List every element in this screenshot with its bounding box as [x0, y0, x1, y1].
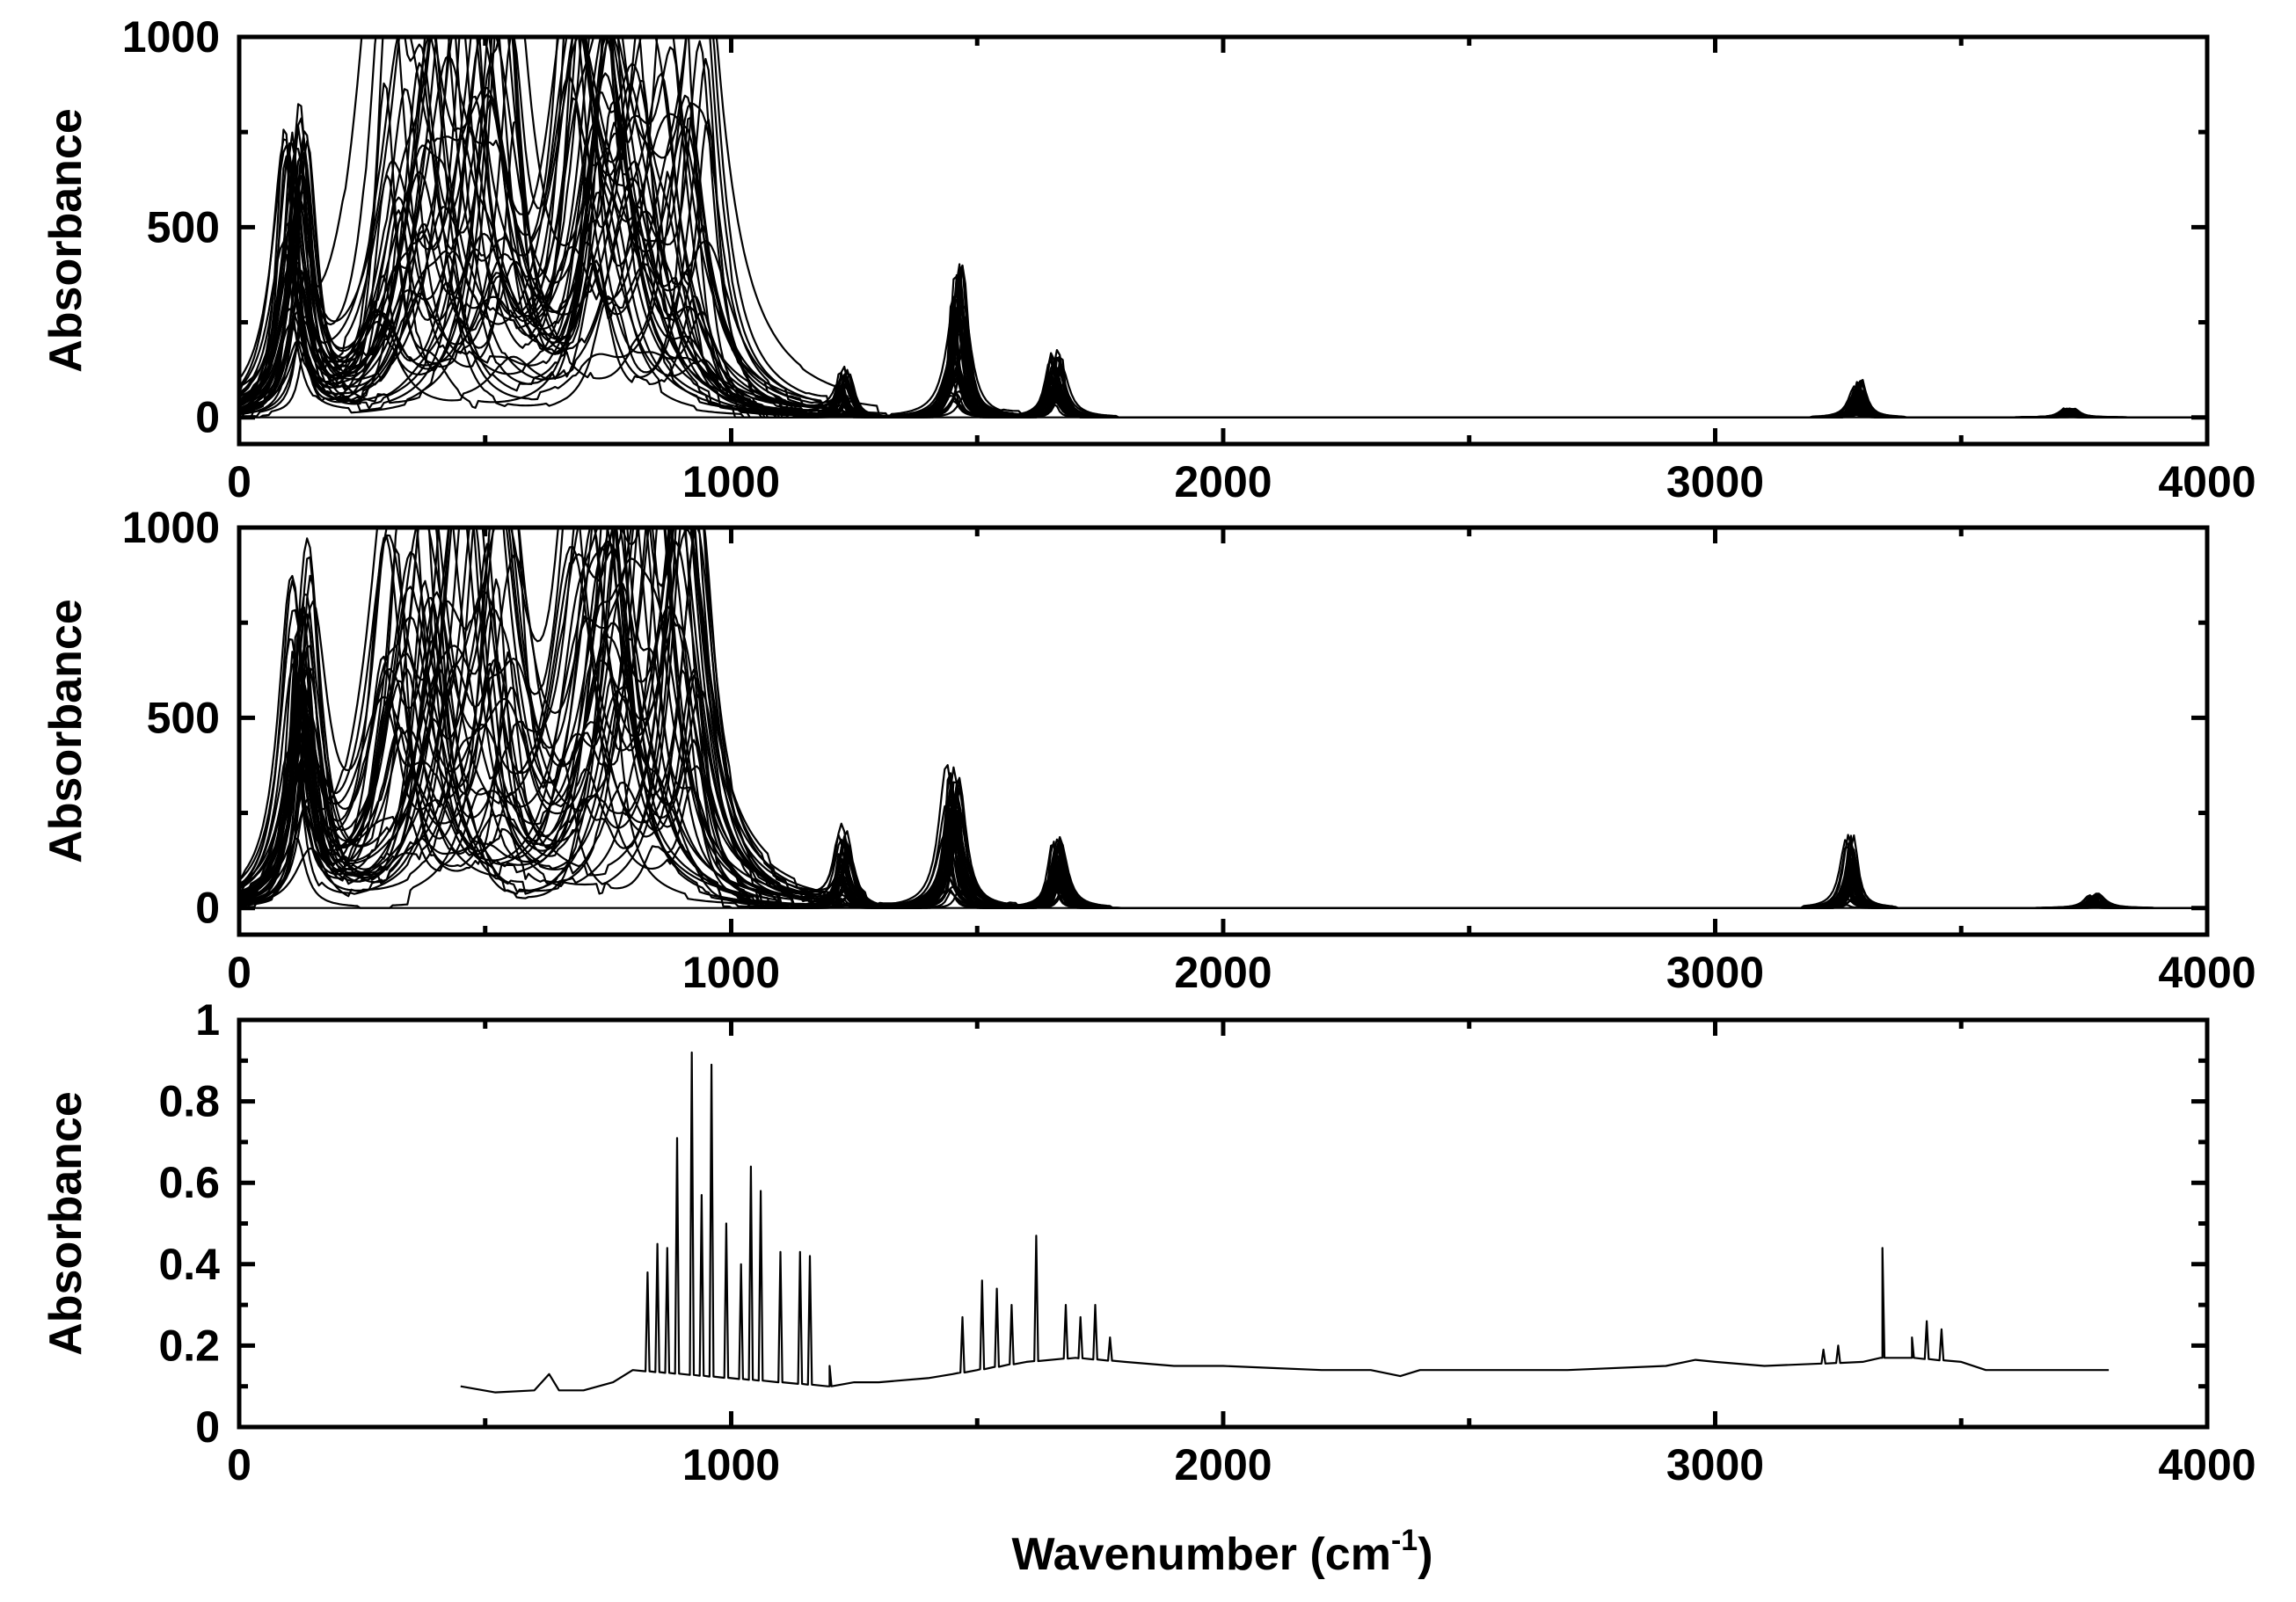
spectrum-series — [239, 37, 2205, 419]
y-axis-label: Absorbance — [40, 108, 91, 373]
y-tick-label: 0.4 — [158, 1240, 220, 1289]
spectrum-series — [239, 37, 2205, 419]
x-tick-label: 4000 — [2158, 948, 2256, 997]
x-tick-label: 4000 — [2158, 457, 2256, 506]
y-tick-label: 500 — [147, 693, 220, 742]
spectrum-series — [239, 37, 2205, 419]
x-tick-label: 1000 — [682, 457, 780, 506]
y-tick-label: 1000 — [122, 12, 220, 62]
y-axis-label: Absorbance — [40, 599, 91, 863]
spectrum-series — [239, 37, 2205, 419]
spectrum-series — [239, 37, 2205, 419]
x-tick-label: 2000 — [1174, 457, 1272, 506]
spectrum-series — [239, 37, 2205, 419]
x-tick-label: 2000 — [1174, 1440, 1272, 1489]
y-tick-label: 1000 — [122, 503, 220, 552]
spectrum-series — [239, 37, 2205, 419]
y-axis-label: Absorbance — [40, 1091, 91, 1356]
y-tick-label: 0.2 — [158, 1321, 220, 1370]
x-tick-label: 0 — [227, 1440, 251, 1489]
spectrum-series — [239, 37, 2205, 419]
y-tick-label: 0.6 — [158, 1158, 220, 1207]
spectrum-series — [239, 37, 2205, 419]
y-tick-label: 0 — [195, 884, 220, 933]
spectrum-series — [239, 37, 2205, 419]
y-tick-label: 500 — [147, 202, 220, 251]
spectrum-series — [239, 37, 2205, 419]
x-axis-label: Wavenumber (cm-1) — [1011, 1524, 1432, 1580]
x-tick-label: 0 — [227, 948, 251, 997]
x-tick-label: 4000 — [2158, 1440, 2256, 1489]
spectrum-series — [239, 37, 2205, 419]
series-group — [239, 37, 2207, 419]
spectrum-series — [239, 37, 2205, 419]
spectrum-series — [239, 37, 2205, 419]
spectrum-series — [239, 37, 2205, 419]
spectrum-series — [239, 37, 2205, 419]
spectrum-line — [460, 1051, 2110, 1394]
spectrum-series — [239, 37, 2205, 419]
x-tick-label: 3000 — [1666, 948, 1764, 997]
spectrum-series — [239, 37, 2205, 419]
x-tick-label: 3000 — [1666, 457, 1764, 506]
y-tick-label: 0 — [195, 1402, 220, 1452]
x-tick-label: 0 — [227, 457, 251, 506]
y-tick-label: 0 — [195, 393, 220, 442]
series-group — [239, 528, 2207, 909]
middle-panel: 0 1000 2000 3000 4000 0 500 1000 Absorbance — [40, 503, 2256, 997]
spectrum-series — [239, 37, 2205, 419]
top-panel: 0 1000 2000 3000 4000 0 500 1000 Absorbance — [40, 12, 2256, 506]
bottom-panel: 0 1000 2000 3000 4000 0 0.2 0.4 0.6 0.8 1 Absorbanc… — [40, 995, 2256, 1489]
spectrum-series — [239, 37, 2205, 419]
x-tick-label: 2000 — [1174, 948, 1272, 997]
spectrum-series — [239, 37, 2205, 419]
spectrum-series — [239, 37, 2205, 419]
spectrum-series — [239, 37, 2205, 419]
x-tick-label: 1000 — [682, 948, 780, 997]
spectrum-series — [239, 37, 2205, 419]
spectrum-series — [239, 37, 2205, 419]
y-tick-label: 0.8 — [158, 1077, 220, 1126]
spectrum-series — [239, 37, 2205, 419]
spectrum-series — [239, 37, 2205, 419]
y-tick-label: 1 — [195, 995, 220, 1045]
spectrum-series — [239, 37, 2205, 419]
x-tick-label: 3000 — [1666, 1440, 1764, 1489]
x-tick-label: 1000 — [682, 1440, 780, 1489]
